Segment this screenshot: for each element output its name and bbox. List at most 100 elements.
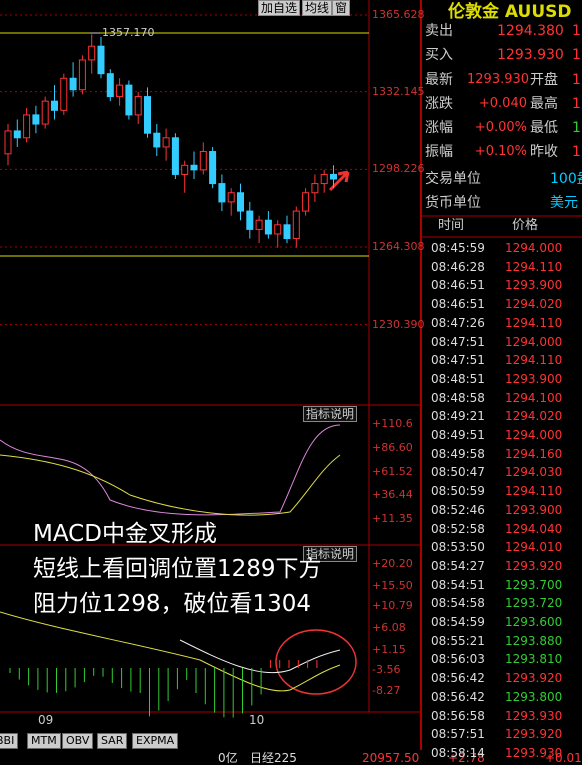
quote-value: 12 [572,72,582,88]
indicator-button[interactable]: 指标说明 [303,546,358,562]
indicator-tick-label: +10.79 [372,599,413,612]
quote-label: 涨跌 [425,96,453,112]
trade-time: 08:52:58 [431,521,485,536]
candle-body [199,151,207,171]
trade-price: 1293.930 [505,745,563,760]
trade-time: 08:54:58 [431,596,485,611]
price-tick-label: 1365.628 [372,8,425,21]
trade-time: 08:55:21 [431,633,485,648]
indicator-tick-label: +11.35 [372,512,413,525]
trade-price: 1293.720 [505,596,563,611]
quote-value: 美元 [550,195,578,211]
quote-label: 最高 [530,96,558,112]
indicator-tab[interactable]: EXPMA [132,733,179,749]
trade-time: 08:57:51 [431,727,485,742]
indicator-tick-label: +110.6 [372,417,413,430]
quote-label: 开盘 [530,72,558,88]
trade-price: 1294.100 [505,390,563,405]
candle-body [125,84,133,116]
trade-time: 08:49:58 [431,446,485,461]
candle-body [134,96,142,116]
candle-body [292,210,300,240]
trade-time: 08:46:28 [431,259,485,274]
trade-price: 1294.000 [505,334,563,349]
annotation-text: MACD中金叉形成 [33,521,217,547]
trade-price: 1293.900 [505,278,563,293]
indicator-tick-label: +36.44 [372,488,413,501]
candle-body [171,137,179,175]
candle-body [320,173,328,185]
annotation-text: 短线上看回调位置1289下方 [33,556,322,582]
quote-value: 1293.930 [497,47,564,63]
candle-body [209,151,217,185]
trade-price: 1293.880 [505,633,563,648]
indicator-tick-label: +6.08 [372,621,406,634]
trade-price: 1293.930 [505,708,563,723]
status-text: +0.01 [545,751,582,765]
candle-body [69,77,77,91]
quote-label: 交易单位 [425,171,481,187]
quote-label: 买入 [425,47,453,63]
trade-price: 1294.160 [505,446,563,461]
quote-label: 卖出 [425,23,453,39]
indicator-tab[interactable]: BBI [0,733,19,749]
trade-price: 1294.000 [505,428,563,442]
trade-time: 08:56:03 [431,652,485,667]
candle-body [330,173,337,180]
indicator-tick-label: +61.52 [372,465,413,478]
trade-time: 08:47:26 [431,315,485,330]
candle-body [4,130,12,155]
indicator-tab[interactable]: OBV [62,733,94,749]
trade-time: 08:49:21 [431,409,485,424]
toolbar-button[interactable]: 加自选 [258,0,301,16]
status-text: 日经225 [250,751,297,765]
trade-time: 08:50:47 [431,465,485,480]
quote-label: 振幅 [425,144,453,160]
trade-price: 1294.110 [505,315,563,330]
column-header: 时间 [438,218,465,233]
trade-price: 1294.020 [505,297,563,312]
candle-body [181,164,189,175]
status-text: 20957.50 [362,751,420,765]
toolbar-button[interactable]: 窗 [332,0,351,16]
trade-time: 08:48:51 [431,371,485,386]
indicator-tab[interactable]: SAR [97,733,128,749]
candle-body [255,219,263,230]
candle-body [246,210,254,230]
candle-body [78,59,86,91]
candle-body [41,100,49,125]
candle-body [153,132,161,148]
toolbar-button[interactable]: 均线 [302,0,333,16]
price-tick-label: 1230.390 [372,317,425,331]
indicator-line [0,611,341,692]
trade-time: 08:45:59 [431,241,485,255]
trade-price: 1293.920 [505,671,563,686]
column-header: 价格 [512,218,539,233]
candle-body [162,137,170,148]
quote-value: 100盎 [550,171,582,187]
indicator-tick-label: +20.20 [372,557,413,570]
candle-body [218,183,226,203]
indicator-tick-label: +1.15 [372,643,406,656]
trade-price: 1293.920 [505,558,563,573]
trade-time: 08:58:14 [431,745,485,760]
trade-time: 08:54:27 [431,558,485,573]
quote-value: +0.10% [474,144,527,159]
trade-time: 08:54:59 [431,615,485,629]
candle-body [88,45,96,61]
candle-body [116,84,124,98]
trade-time: 08:56:42 [431,689,485,704]
trade-price: 1294.010 [505,540,563,555]
trade-price: 1294.110 [505,353,563,368]
status-text: 0亿 [218,751,238,765]
indicator-tab[interactable]: MTM [27,733,61,749]
candle-body [144,96,151,134]
candle-body [106,73,114,98]
trade-time: 08:46:51 [431,297,485,312]
candle-body [311,183,319,194]
trade-price: 1293.900 [505,502,563,517]
indicator-button[interactable]: 指标说明 [303,406,358,422]
indicator-tick-label: +86.60 [372,441,413,454]
